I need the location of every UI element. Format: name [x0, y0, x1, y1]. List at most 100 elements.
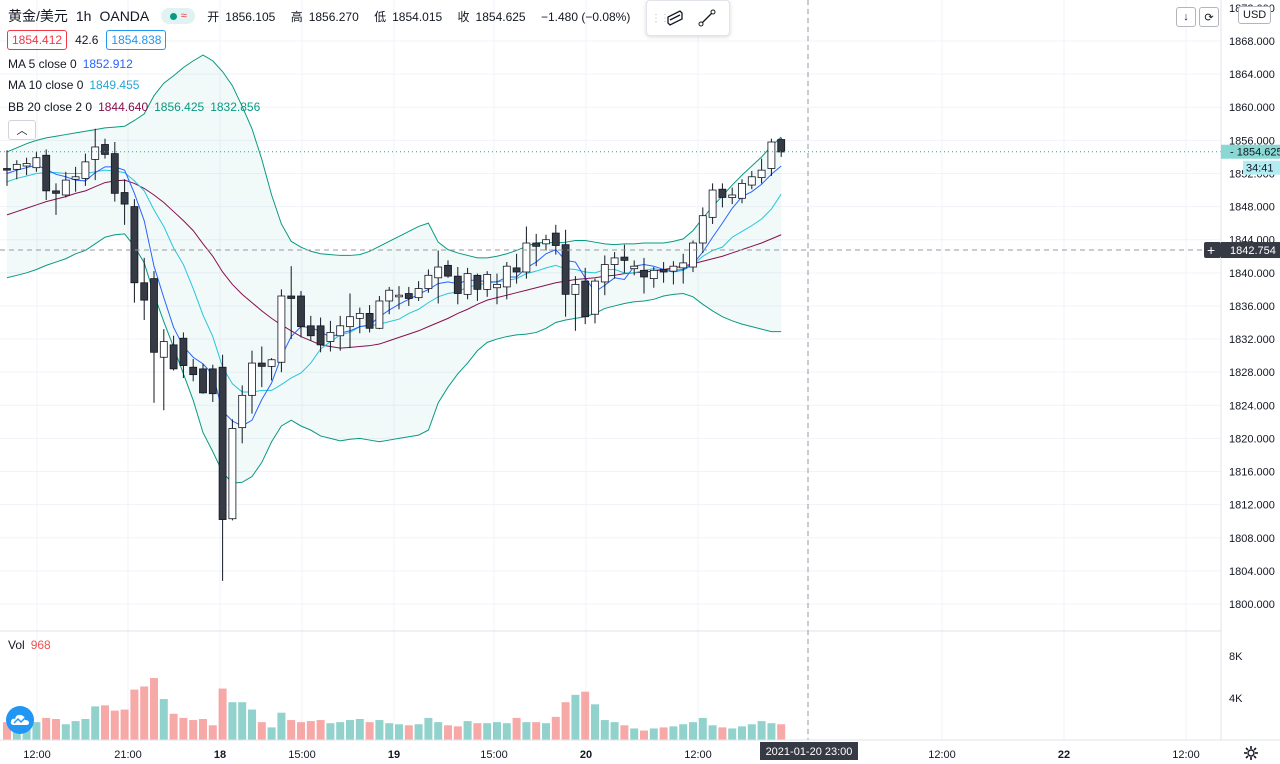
- candle-body: [404, 293, 413, 299]
- volume-bar: [297, 722, 305, 740]
- collapse-legend-button[interactable]: ︿: [8, 120, 36, 140]
- candle: [91, 128, 100, 181]
- candle: [767, 138, 776, 176]
- chevron-up-icon: ︿: [16, 125, 28, 137]
- price-tick-label: 1804.000: [1229, 566, 1275, 578]
- ohlc-values: 开 1856.105 高 1856.270 低 1854.015 收 1854.625 …: [207, 8, 636, 25]
- candle: [22, 157, 31, 176]
- candle: [355, 307, 364, 334]
- candle: [257, 346, 266, 388]
- time-tick-label: 21:00: [114, 749, 142, 761]
- volume-bar: [698, 717, 707, 740]
- sell-button[interactable]: 1854.412: [7, 30, 68, 50]
- indicator-ma5[interactable]: MA 5 close 0 1852.912: [8, 57, 133, 71]
- volume-bar: [326, 723, 335, 740]
- market-status-pill[interactable]: ≈: [161, 8, 196, 24]
- volume-bar: [512, 717, 521, 740]
- candle: [218, 354, 227, 581]
- volume-bar: [747, 724, 756, 740]
- volume-bar: [267, 727, 276, 740]
- settings-button[interactable]: [1242, 744, 1260, 762]
- volume-bar: [71, 721, 80, 740]
- candle: [375, 296, 384, 330]
- drag-handle-icon[interactable]: ⋮⋮: [651, 12, 670, 24]
- trendline-tool-button[interactable]: [691, 3, 723, 33]
- candle-body: [679, 262, 688, 269]
- volume-bar: [424, 717, 433, 740]
- volume-bar: [463, 721, 472, 740]
- scroll-down-button[interactable]: ↓: [1176, 7, 1196, 27]
- bb-upper-value: 1856.425: [154, 100, 205, 114]
- candle: [542, 234, 550, 251]
- price-scale-labels: - 1854.625 34:41 + 1842.754 2021-01-20 23:00: [760, 144, 1280, 760]
- volume-bar: [767, 723, 776, 740]
- candle-body: [297, 295, 305, 328]
- candle: [81, 153, 90, 186]
- currency-button[interactable]: USD: [1238, 6, 1272, 24]
- candle: [620, 244, 629, 273]
- candle: [110, 142, 119, 202]
- bb-lower-value: 1832.856: [210, 100, 261, 114]
- indicator-ma10[interactable]: MA 10 close 0 1849.455: [8, 78, 139, 92]
- bb-basis-value: 1844.640: [98, 100, 149, 114]
- candle-body: [561, 244, 570, 295]
- candle-body: [71, 176, 80, 180]
- status-wave-icon: ≈: [180, 10, 187, 22]
- brush-tool-button[interactable]: [659, 3, 691, 33]
- time-tick-label: 12:00: [928, 749, 956, 761]
- candle: [689, 240, 697, 272]
- candle: [208, 364, 217, 402]
- buy-button[interactable]: 1854.838: [106, 30, 167, 50]
- candle-body: [747, 176, 756, 186]
- candle-body: [395, 294, 403, 298]
- candle-body: [326, 332, 335, 342]
- legend-header: 黄金/美元 1h OANDA ≈ 开 1856.105 高 1856.270 低 18…: [8, 6, 636, 26]
- candle: [512, 253, 521, 284]
- price-tick-label: 1832.000: [1229, 334, 1275, 346]
- floating-drawing-toolbar[interactable]: ⋮⋮: [646, 0, 730, 36]
- candle: [385, 286, 394, 315]
- volume-tick-label: 8K: [1229, 651, 1243, 663]
- candle-body: [346, 316, 354, 328]
- candle-body: [414, 288, 423, 299]
- volume-bar: [257, 722, 266, 740]
- candle-body: [120, 192, 129, 205]
- candle: [414, 281, 423, 301]
- candle: [728, 187, 737, 205]
- volume-bar: [120, 709, 129, 740]
- market-open-dot-icon: [169, 12, 177, 20]
- candle: [52, 183, 60, 215]
- price-tick-label: 1864.000: [1229, 69, 1275, 81]
- volume-bar: [81, 719, 90, 740]
- last-price-badge: [1221, 144, 1280, 159]
- timeframe[interactable]: 1h: [75, 8, 92, 24]
- open-label: 开: [207, 9, 220, 24]
- candle-body: [12, 163, 21, 170]
- candle: [561, 229, 570, 317]
- indicator-bb[interactable]: BB 20 close 2 0 1844.640 1856.425 1832.856: [8, 100, 260, 114]
- candle: [473, 273, 482, 301]
- tradingview-logo[interactable]: [6, 706, 34, 734]
- volume-bar: [630, 728, 639, 740]
- candle: [718, 183, 727, 208]
- time-tick-label: 20: [580, 749, 592, 761]
- volume-bar: [248, 709, 256, 740]
- candle: [738, 179, 746, 204]
- price-tick-label: 1848.000: [1229, 202, 1275, 214]
- refresh-button[interactable]: ⟳: [1199, 7, 1219, 27]
- change-value: −1.480 (−0.08%): [540, 9, 631, 24]
- candle: [287, 266, 296, 340]
- volume-legend[interactable]: Vol 968: [8, 638, 51, 652]
- volume-bar: [542, 723, 550, 740]
- candle: [238, 385, 247, 444]
- ma5-value: 1852.912: [82, 57, 133, 71]
- candle-body: [32, 157, 41, 169]
- symbol-name[interactable]: 黄金/美元: [8, 8, 68, 24]
- candle-body: [385, 289, 394, 302]
- time-axis[interactable]: 12:00 21:00 18 15:00 19 15:00 20 12:00 12:00 22 12…: [0, 739, 1280, 761]
- price-axis[interactable]: 1800.000 1804.000 1808.000 1812.000 1816.000…: [1220, 0, 1275, 740]
- candle: [777, 137, 786, 157]
- volume-bar: [228, 702, 237, 740]
- price-tick-label: 1868.000: [1229, 36, 1275, 48]
